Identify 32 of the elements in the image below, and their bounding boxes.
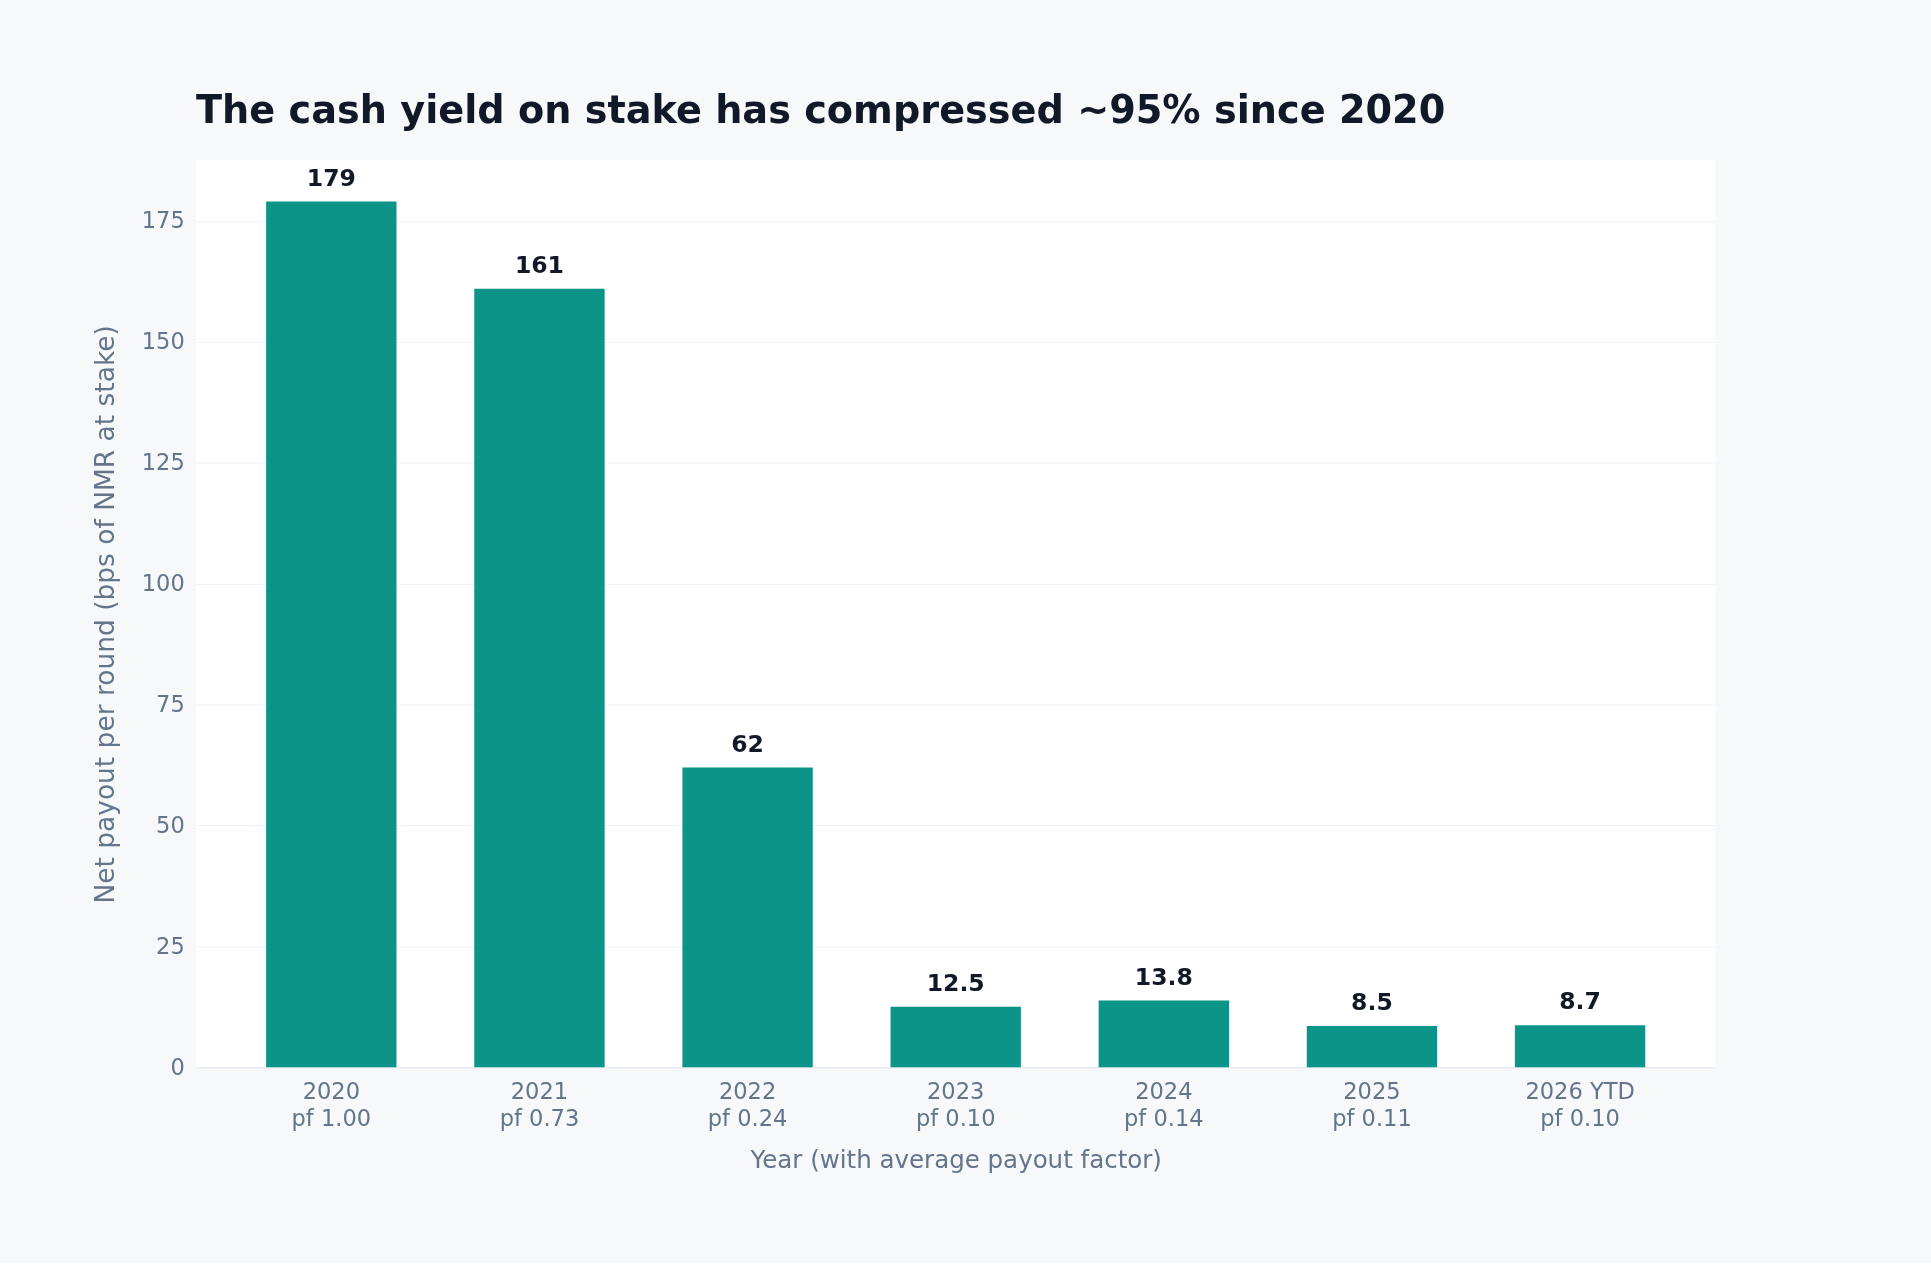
x-axis-title: Year (with average payout factor): [749, 1144, 1162, 1174]
bar: [266, 201, 397, 1068]
bar: [1514, 1025, 1646, 1068]
bar: [474, 288, 605, 1068]
x-tick-label: 2021 pf 0.73: [499, 1078, 580, 1131]
y-tick-label: 75: [156, 690, 185, 717]
x-tick-label: 2025 pf 0.11: [1332, 1078, 1412, 1131]
x-tick-label: 2026 YTD pf 0.10: [1525, 1078, 1635, 1131]
bar: [1306, 1026, 1438, 1068]
data-label: 179: [306, 163, 356, 192]
bar: [1098, 1000, 1230, 1068]
y-tick-label: 50: [156, 811, 185, 838]
data-label: 62: [731, 729, 764, 758]
y-tick-label: 25: [156, 932, 185, 959]
data-label: 8.5: [1351, 988, 1393, 1017]
x-tick-label: 2023 pf 0.10: [915, 1078, 996, 1131]
x-tick-label: 2022 pf 0.24: [707, 1078, 788, 1131]
x-tick-label: 2020 pf 1.00: [291, 1078, 372, 1131]
chart-title: The cash yield on stake has compressed ~95% since 2020: [196, 88, 1446, 133]
bar: [682, 767, 813, 1068]
x-tick-label: 2024 pf 0.14: [1124, 1078, 1204, 1131]
y-axis-title: Net payout per round (bps of NMR at stake): [89, 325, 121, 904]
data-label: 12.5: [926, 969, 985, 998]
y-tick-label: 0: [170, 1053, 185, 1080]
y-tick-label: 150: [141, 328, 185, 355]
bar: [890, 1006, 1021, 1068]
y-tick-label: 175: [141, 207, 185, 234]
data-label: 8.7: [1559, 987, 1601, 1016]
y-tick-label: 100: [141, 569, 185, 596]
y-tick-label: 125: [141, 449, 185, 476]
data-label: 13.8: [1134, 962, 1193, 991]
data-label: 161: [514, 250, 564, 279]
